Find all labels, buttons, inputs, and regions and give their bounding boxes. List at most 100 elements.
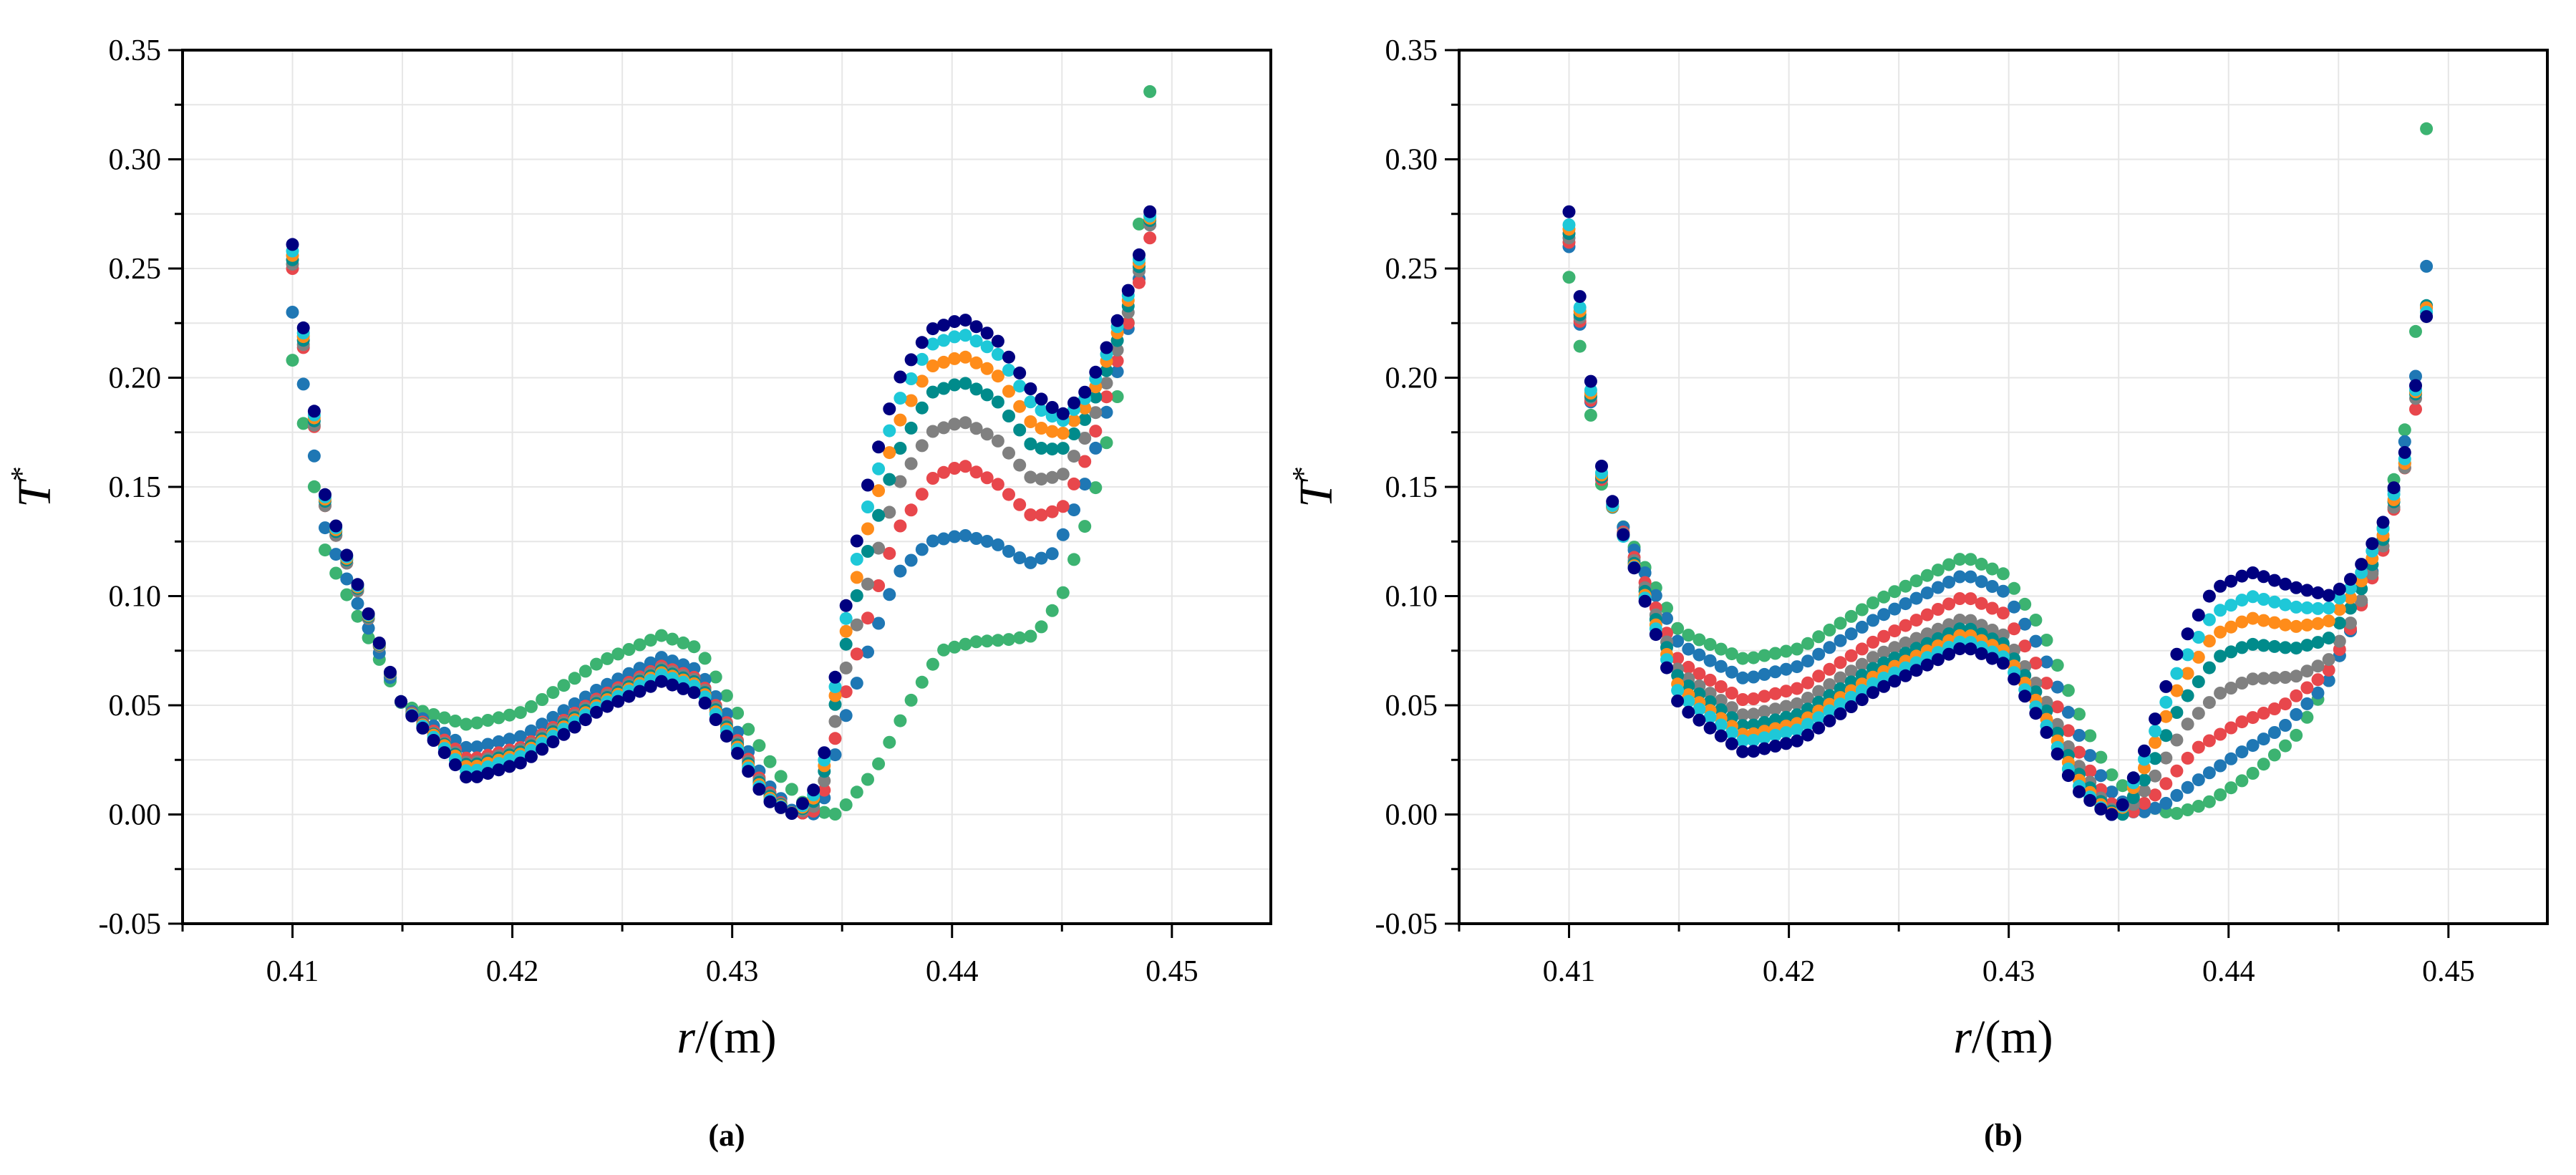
- data-point: [2214, 759, 2227, 773]
- data-point: [2257, 758, 2270, 771]
- data-point: [2300, 664, 2314, 678]
- data-point: [1045, 443, 1059, 456]
- data-point: [1682, 629, 1695, 642]
- data-point: [1671, 634, 1685, 648]
- data-point: [2267, 748, 2281, 762]
- data-point: [2008, 581, 2021, 595]
- data-point: [362, 631, 375, 644]
- data-point: [2040, 677, 2053, 690]
- data-point: [1953, 614, 1967, 627]
- data-point: [1801, 654, 1814, 668]
- data-point: [2246, 611, 2260, 625]
- data-point: [2311, 686, 2325, 700]
- data-point: [2149, 724, 2162, 738]
- data-point: [1056, 442, 1070, 455]
- data-point: [460, 740, 473, 754]
- data-point: [2311, 586, 2325, 599]
- data-point: [915, 675, 929, 689]
- data-point: [2192, 675, 2205, 689]
- data-point: [296, 377, 310, 391]
- data-point: [818, 806, 831, 819]
- data-point: [1855, 657, 1869, 671]
- data-point: [1067, 477, 1080, 490]
- data-point: [2257, 570, 2270, 584]
- data-point: [1964, 642, 1977, 656]
- data-point: [1133, 276, 1146, 289]
- data-point: [828, 732, 842, 745]
- data-point: [1703, 721, 1717, 735]
- data-point: [1834, 656, 1847, 669]
- data-point: [2290, 600, 2303, 614]
- data-point: [894, 392, 907, 405]
- data-point: [1013, 631, 1027, 644]
- data-point: [828, 680, 842, 694]
- data-point: [1100, 436, 1113, 450]
- data-point: [568, 720, 581, 734]
- data-point: [1823, 678, 1836, 692]
- data-point: [2409, 324, 2422, 338]
- panel-b: 0.41 0.42 0.43 0.44 0.45 -0.05 0.00 0.05 0.10 0.1…: [1287, 34, 2549, 1153]
- data-point: [2409, 402, 2422, 416]
- data-point: [2149, 788, 2162, 802]
- data-point: [1855, 684, 1869, 697]
- data-point: [1953, 642, 1967, 656]
- data-point: [1045, 470, 1059, 484]
- data-point: [872, 484, 886, 498]
- data-point: [513, 706, 527, 720]
- data-point: [2181, 751, 2194, 765]
- data-point: [2366, 537, 2379, 551]
- data-point: [2257, 593, 2270, 606]
- data-point: [1002, 364, 1015, 377]
- data-point: [1985, 562, 1999, 576]
- data-point: [481, 767, 495, 780]
- data-point: [861, 611, 874, 625]
- data-point: [2290, 728, 2303, 742]
- data-point: [1942, 618, 1956, 632]
- data-point: [1855, 603, 1869, 616]
- data-point: [2344, 616, 2357, 630]
- data-point: [427, 708, 440, 721]
- data-point: [980, 388, 994, 402]
- data-point: [601, 652, 614, 665]
- data-point: [1985, 601, 1999, 615]
- data-point: [948, 330, 962, 344]
- data-point: [937, 421, 951, 435]
- data-point: [1682, 642, 1695, 656]
- data-point: [2073, 707, 2086, 721]
- x-tick-label-b: 0.42: [1763, 955, 1816, 988]
- data-point: [1790, 642, 1803, 656]
- data-point: [1747, 651, 1761, 664]
- data-point: [1790, 697, 1803, 710]
- data-point: [1627, 561, 1641, 575]
- data-point: [926, 322, 939, 336]
- data-point: [991, 334, 1004, 348]
- x-tick-label-b: 0.45: [2422, 955, 2475, 988]
- x-tick-label-a: 0.43: [706, 955, 759, 988]
- data-point: [2138, 773, 2151, 787]
- data-point: [1067, 503, 1080, 517]
- data-point: [1035, 392, 1048, 406]
- data-point: [1953, 570, 1967, 584]
- data-point: [1779, 726, 1793, 740]
- data-point: [2008, 672, 2021, 686]
- data-point: [2040, 725, 2053, 739]
- data-point: [1790, 734, 1803, 748]
- data-point: [1024, 556, 1037, 569]
- data-point: [894, 564, 907, 578]
- data-point: [1931, 653, 1945, 667]
- data-point: [1013, 400, 1027, 413]
- data-point: [926, 657, 939, 671]
- data-point: [2409, 379, 2422, 392]
- data-point: [1584, 383, 1597, 397]
- data-point: [1121, 316, 1135, 330]
- data-point: [296, 321, 310, 334]
- data-point: [1714, 729, 1728, 743]
- data-point: [1801, 692, 1814, 705]
- panel-b-caption: (b): [1984, 1118, 2023, 1153]
- data-point: [2235, 774, 2249, 788]
- data-point: [1768, 740, 1782, 753]
- data-point: [1768, 665, 1782, 679]
- data-point: [926, 534, 939, 548]
- data-point: [416, 721, 430, 735]
- data-point: [2159, 695, 2173, 709]
